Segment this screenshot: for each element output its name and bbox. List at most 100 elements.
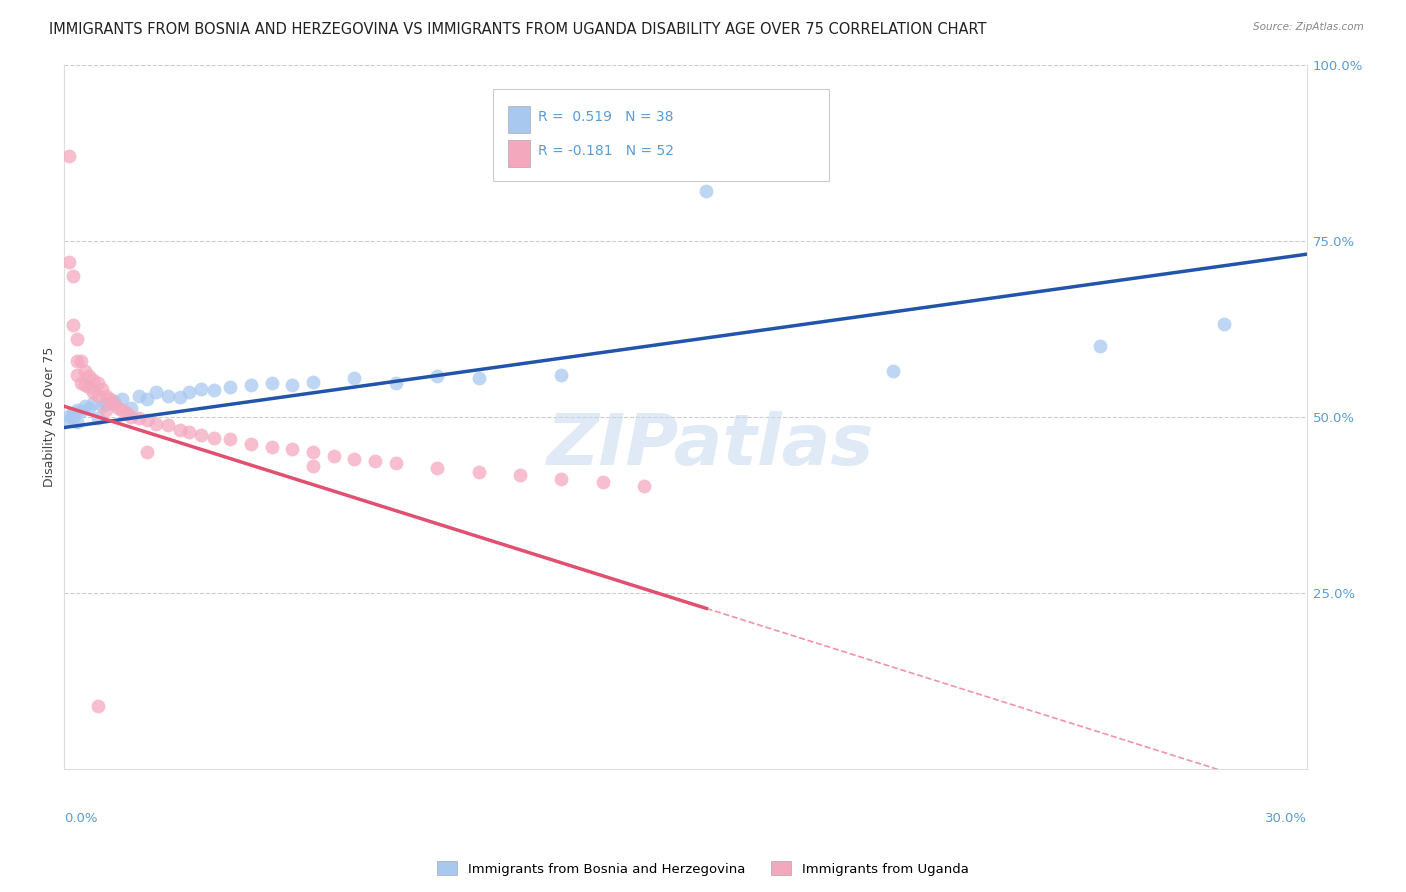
Point [281, 378, 304, 392]
Point [426, 460, 449, 475]
Point [882, 364, 904, 378]
Point [94, 397, 117, 411]
Point [156, 389, 179, 403]
Point [66, 353, 89, 368]
Point [1213, 317, 1236, 331]
Point [94, 403, 117, 417]
Point [82, 396, 104, 410]
Point [136, 413, 159, 427]
Point [364, 453, 387, 467]
Point [66, 368, 89, 382]
Point [115, 406, 138, 420]
Point [136, 445, 159, 459]
Point [75, 378, 97, 392]
Point [550, 472, 572, 486]
Text: IMMIGRANTS FROM BOSNIA AND HERZEGOVINA VS IMMIGRANTS FROM UGANDA DISABILITY AGE : IMMIGRANTS FROM BOSNIA AND HERZEGOVINA V… [49, 22, 987, 37]
Point [695, 185, 717, 199]
Point [190, 382, 212, 396]
Point [343, 371, 366, 385]
Point [136, 392, 159, 407]
Point [75, 400, 97, 414]
Point [58, 255, 80, 269]
Point [86, 376, 108, 390]
FancyBboxPatch shape [494, 89, 828, 181]
Point [58, 409, 80, 423]
Point [509, 467, 531, 482]
Text: Source: ZipAtlas.com: Source: ZipAtlas.com [1253, 22, 1364, 32]
Point [343, 452, 366, 467]
Point [90, 382, 112, 396]
FancyBboxPatch shape [508, 106, 530, 133]
Point [1088, 339, 1111, 353]
Point [111, 392, 134, 407]
Point [592, 475, 614, 489]
Legend: Immigrants from Bosnia and Herzegovina, Immigrants from Uganda: Immigrants from Bosnia and Herzegovina, … [432, 856, 974, 881]
Point [219, 433, 242, 447]
Point [239, 378, 262, 392]
Point [302, 375, 325, 389]
Point [120, 409, 142, 424]
Point [82, 385, 104, 400]
Point [103, 397, 125, 411]
Point [239, 436, 262, 450]
Point [107, 401, 129, 416]
Point [302, 445, 325, 459]
Point [103, 394, 125, 409]
Point [82, 373, 104, 387]
Point [202, 383, 225, 397]
Point [633, 479, 655, 493]
Text: R = -0.181   N = 52: R = -0.181 N = 52 [538, 145, 673, 158]
Point [70, 353, 93, 368]
Point [169, 423, 191, 437]
Point [86, 389, 108, 403]
Y-axis label: Disability Age Over 75: Disability Age Over 75 [44, 347, 56, 487]
Point [90, 400, 112, 414]
Point [86, 698, 108, 713]
Point [281, 442, 304, 456]
Point [467, 465, 489, 479]
Point [70, 376, 93, 390]
Point [169, 390, 191, 404]
Point [260, 440, 283, 454]
Point [79, 401, 101, 416]
Point [62, 268, 84, 283]
Point [384, 456, 406, 470]
Point [260, 376, 283, 390]
Point [79, 369, 101, 384]
Point [145, 385, 167, 400]
Point [177, 425, 200, 440]
Point [550, 368, 572, 382]
Point [75, 364, 97, 378]
Point [467, 371, 489, 385]
Point [219, 380, 242, 394]
Point [86, 411, 108, 425]
Point [190, 427, 212, 442]
Point [426, 369, 449, 384]
Text: R =  0.519   N = 38: R = 0.519 N = 38 [538, 111, 673, 125]
Point [58, 149, 80, 163]
Point [66, 403, 89, 417]
FancyBboxPatch shape [508, 140, 530, 167]
Point [128, 389, 150, 403]
Point [322, 449, 344, 463]
Point [79, 380, 101, 394]
Point [98, 392, 121, 407]
Point [66, 415, 89, 429]
Point [156, 418, 179, 433]
Text: 0.0%: 0.0% [65, 812, 98, 824]
Point [111, 403, 134, 417]
Point [177, 385, 200, 400]
Point [66, 333, 89, 347]
Point [145, 417, 167, 431]
Point [128, 411, 150, 425]
Point [62, 406, 84, 420]
Point [384, 376, 406, 390]
Point [94, 389, 117, 403]
Point [58, 413, 80, 427]
Point [202, 431, 225, 445]
Point [302, 459, 325, 474]
Point [62, 411, 84, 425]
Text: 30.0%: 30.0% [1265, 812, 1308, 824]
Text: ZIPatlas: ZIPatlas [547, 410, 875, 480]
Point [120, 401, 142, 416]
